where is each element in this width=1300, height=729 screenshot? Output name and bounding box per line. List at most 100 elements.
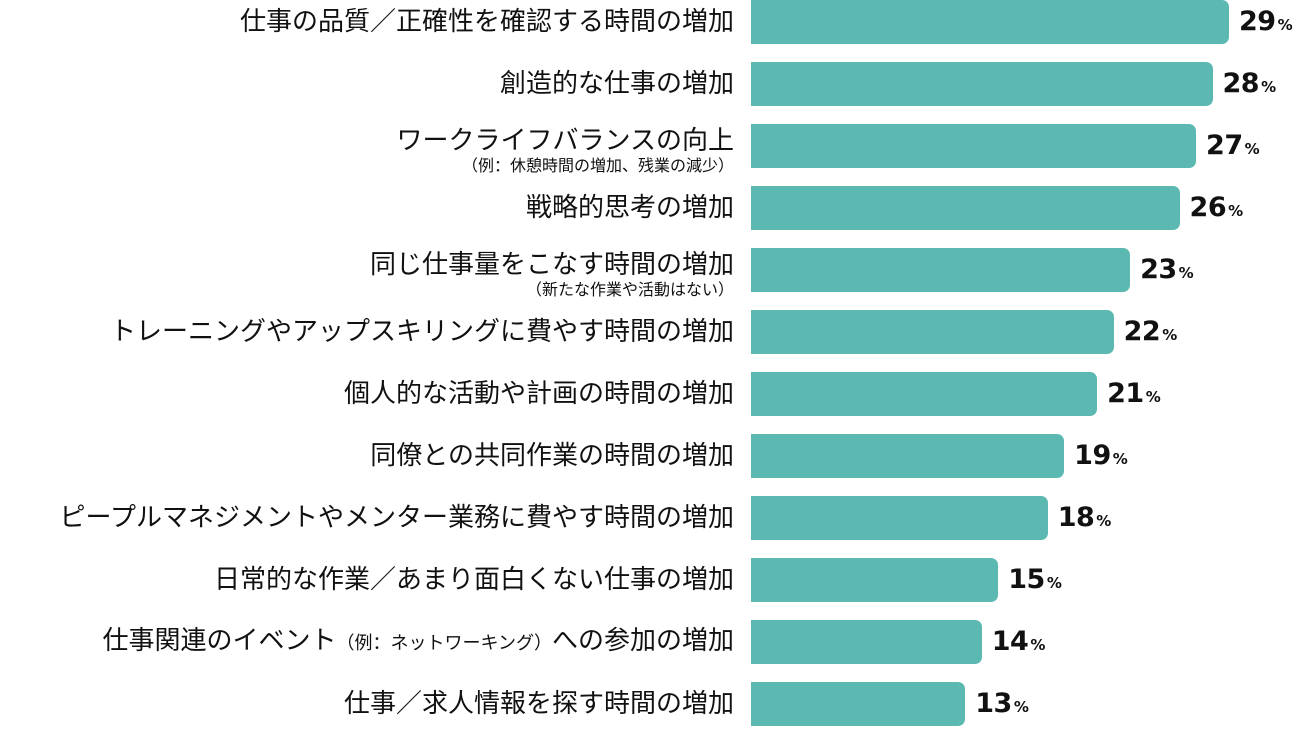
bar — [751, 558, 999, 602]
bar-row: 創造的な仕事の増加 28% — [0, 62, 1300, 106]
bar-label: 日常的な作業／あまり面白くない仕事の増加 — [214, 558, 734, 602]
bar-label: 創造的な仕事の増加 — [500, 62, 734, 106]
bar-label-text: ピープルマネジメントやメンター業務に費やす時間の増加 — [60, 503, 734, 533]
bar-value-unit: % — [1162, 326, 1178, 344]
bar-label-main: ピープルマネジメントやメンター業務に費やす時間の増加 — [59, 503, 734, 533]
bar-value-unit: % — [1277, 16, 1293, 34]
bar-label-text: 仕事の品質／正確性を確認する時間の増加 — [240, 7, 734, 37]
bar — [751, 310, 1114, 354]
bar-value-unit: % — [1013, 698, 1029, 716]
bar — [751, 186, 1180, 230]
bar-label-note: （新たな作業や活動はない） — [525, 279, 734, 299]
bar-label-main: 戦略的思考の増加 — [525, 193, 734, 223]
bar-label-text: 日常的な作業／あまり面白くない仕事の増加 — [214, 565, 734, 595]
bar — [751, 434, 1065, 478]
bar-label-main: ワークライフバランスの向上 — [396, 125, 734, 156]
bar-value-number: 19 — [1074, 440, 1111, 471]
bar — [751, 248, 1131, 292]
bar-value-number: 29 — [1239, 6, 1276, 37]
bar-value-unit: % — [1261, 78, 1277, 96]
bar-label: トレーニングやアップスキリングに費やす時間の増加 — [110, 310, 734, 354]
bar-value-label: 29% — [1239, 0, 1293, 44]
bar-label-text: 同じ仕事量をこなす時間の増加 — [370, 250, 734, 280]
bar-label-text: 仕事／求人情報を探す時間の増加 — [344, 689, 734, 719]
bar-label-suffix: への参加の増加 — [551, 625, 734, 656]
bar-row: 日常的な作業／あまり面白くない仕事の増加 15% — [0, 558, 1300, 602]
bar-value-label: 23% — [1140, 248, 1194, 292]
bar-label-main: 創造的な仕事の増加 — [499, 69, 734, 99]
bar-value-label: 15% — [1008, 558, 1062, 602]
bar-label: 仕事／求人情報を探す時間の増加 — [344, 682, 734, 726]
bar-label-note: （例：休憩時間の増加、残業の減少） — [461, 155, 734, 175]
bar-value-unit: % — [1228, 202, 1244, 220]
bar-row: 仕事関連のイベント（例：ネットワーキング）への参加の増加 14% — [0, 620, 1300, 664]
bar-label: ピープルマネジメントやメンター業務に費やす時間の増加 — [60, 496, 734, 540]
bar — [751, 682, 966, 726]
bar-value-label: 13% — [975, 682, 1029, 726]
bar-value-unit: % — [1030, 636, 1046, 654]
bar-value-number: 22 — [1123, 316, 1161, 347]
bar-row: 同僚との共同作業の時間の増加 19% — [0, 434, 1300, 478]
bar — [751, 372, 1098, 416]
bar-value-unit: % — [1244, 140, 1260, 158]
bar-row: 戦略的思考の増加 26% — [0, 186, 1300, 230]
bar-value-number: 26 — [1189, 192, 1227, 223]
bar-value-label: 22% — [1124, 310, 1178, 354]
bar-label: 同じ仕事量をこなす時間の増加 （新たな作業や活動はない） — [370, 248, 734, 299]
bar-label-main: 仕事／求人情報を探す時間の増加 — [343, 689, 734, 719]
bar — [751, 0, 1229, 44]
bar — [751, 62, 1213, 106]
bar-value-label: 14% — [992, 620, 1046, 664]
bar-value-number: 27 — [1206, 130, 1243, 161]
bar-value-label: 28% — [1223, 62, 1277, 106]
bar-label-text: 戦略的思考の増加 — [526, 193, 734, 223]
bar-value-label: 18% — [1058, 496, 1112, 540]
bar-row: 仕事／求人情報を探す時間の増加 13% — [0, 682, 1300, 726]
bar-label: 仕事の品質／正確性を確認する時間の増加 — [240, 0, 734, 44]
bar-label-text: 創造的な仕事の増加 — [500, 69, 734, 99]
bar-label: 戦略的思考の増加 — [526, 186, 734, 230]
bar-value-label: 27% — [1206, 124, 1260, 168]
bar-value-number: 23 — [1140, 254, 1177, 285]
bar-label: 個人的な活動や計画の時間の増加 — [344, 372, 734, 416]
bar-label-text: トレーニングやアップスキリングに費やす時間の増加 — [110, 317, 734, 347]
bar-label: 仕事関連のイベント（例：ネットワーキング）への参加の増加 — [103, 620, 735, 664]
bar-row: トレーニングやアップスキリングに費やす時間の増加 22% — [0, 310, 1300, 354]
bar-label: 同僚との共同作業の時間の増加 — [370, 434, 734, 478]
bar-row: ワークライフバランスの向上 （例：休憩時間の増加、残業の減少） 27% — [0, 124, 1300, 175]
bar-label-main: 同僚との共同作業の時間の増加 — [370, 441, 734, 471]
bar-label-main: 日常的な作業／あまり面白くない仕事の増加 — [213, 565, 734, 595]
bar — [751, 496, 1048, 540]
bar-label-text: ワークライフバランスの向上 — [397, 126, 734, 156]
bar-value-label: 26% — [1190, 186, 1244, 230]
bar-label: ワークライフバランスの向上 （例：休憩時間の増加、残業の減少） — [397, 124, 734, 175]
bar-value-number: 13 — [975, 688, 1012, 719]
bar-label-text: 仕事関連のイベント（例：ネットワーキング）への参加の増加 — [103, 626, 735, 659]
bar-value-unit: % — [1112, 450, 1128, 468]
bar-value-label: 19% — [1074, 434, 1128, 478]
bar — [751, 620, 982, 664]
bar-value-number: 14 — [991, 626, 1029, 657]
bar-row: 同じ仕事量をこなす時間の増加 （新たな作業や活動はない） 23% — [0, 248, 1300, 299]
bar-label-main: 仕事関連のイベント — [102, 625, 337, 656]
bar-label-text: 個人的な活動や計画の時間の増加 — [344, 379, 734, 409]
bar-label-main: 仕事の品質／正確性を確認する時間の増加 — [239, 7, 734, 37]
bar-value-unit: % — [1046, 574, 1062, 592]
bar-value-number: 28 — [1222, 68, 1260, 99]
bar-row: ピープルマネジメントやメンター業務に費やす時間の増加 18% — [0, 496, 1300, 540]
bar-label-main: 同じ仕事量をこなす時間の増加 — [369, 249, 734, 280]
bar-value-unit: % — [1145, 388, 1161, 406]
bar-label-inline-note: （例：ネットワーキング） — [336, 632, 552, 654]
bar-label-main: トレーニングやアップスキリングに費やす時間の増加 — [109, 317, 734, 347]
bar-value-unit: % — [1178, 264, 1194, 282]
bar-value-number: 21 — [1107, 378, 1144, 409]
bar-value-number: 15 — [1008, 564, 1045, 595]
bar-label-main: 個人的な活動や計画の時間の増加 — [343, 379, 734, 409]
bar-value-unit: % — [1096, 512, 1112, 530]
bar-row: 仕事の品質／正確性を確認する時間の増加 29% — [0, 0, 1300, 44]
bar-value-label: 21% — [1107, 372, 1161, 416]
bar-label-text: 同僚との共同作業の時間の増加 — [370, 441, 734, 471]
bar — [751, 124, 1197, 168]
bar-value-number: 18 — [1057, 502, 1095, 533]
